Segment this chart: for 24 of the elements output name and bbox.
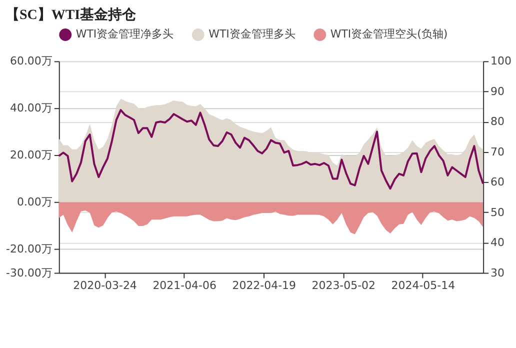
y-tick-label: 60.00万: [10, 54, 52, 68]
y2-tick-label: 70: [490, 145, 505, 158]
line-series: [58, 109, 484, 190]
y2-tick-label: 30: [490, 266, 505, 280]
x-tick-label: 2022-04-19: [232, 279, 296, 292]
y2-tick-label: 40: [490, 236, 505, 250]
legend-label: WTI资金管理净多头: [76, 28, 174, 41]
y-tick-label: -30.00万: [6, 266, 52, 280]
y2-tick-label: 100: [490, 54, 512, 68]
y2-tick-label: 80: [490, 115, 505, 128]
chart-title: 【SC】WTI基金持仓: [6, 7, 138, 24]
x-tick-label: 2021-04-06: [152, 279, 216, 292]
x-tick-label: 2023-05-02: [312, 279, 376, 292]
y-tick-label: 40.00万: [10, 102, 52, 115]
y-tick-label: 20.00万: [10, 148, 52, 162]
x-tick-label: 2024-05-14: [391, 279, 456, 292]
y2-tick-label: 90: [490, 84, 505, 98]
y2-tick-label: 50: [490, 206, 505, 219]
legend-label: WTI资金管理多头: [208, 28, 296, 41]
y-tick-label: -20.00万: [6, 242, 52, 256]
x-tick-label: 2020-03-24: [73, 279, 137, 292]
legend-label: WTI资金管理空头(负轴): [330, 28, 448, 41]
y-tick-label: 0.00万: [16, 196, 52, 209]
y2-tick-label: 60: [490, 176, 505, 189]
